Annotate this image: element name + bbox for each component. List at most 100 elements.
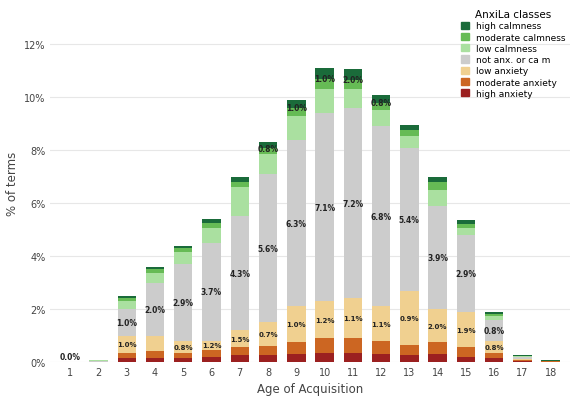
Bar [372, 103, 391, 111]
Bar [513, 355, 532, 356]
Bar [457, 357, 475, 362]
Bar [146, 352, 164, 358]
Text: 0.8%: 0.8% [257, 144, 279, 153]
Bar [429, 354, 447, 362]
Text: 1.1%: 1.1% [372, 321, 391, 327]
Bar [344, 109, 362, 299]
Bar [344, 338, 362, 353]
Bar [429, 190, 447, 206]
Text: 0.8%: 0.8% [173, 344, 193, 350]
Legend: high calmness, moderate calmness, low calmness, not anx. or ca m, low anxiety, m: high calmness, moderate calmness, low ca… [457, 6, 570, 102]
Text: 1.9%: 1.9% [456, 327, 476, 333]
Text: 6.3%: 6.3% [286, 219, 307, 228]
Bar [513, 357, 532, 358]
Bar [174, 264, 192, 341]
Text: 2.0%: 2.0% [428, 323, 448, 329]
Bar [259, 356, 277, 362]
Bar [316, 114, 334, 302]
Bar [372, 95, 391, 103]
Bar [202, 243, 221, 341]
Bar [259, 148, 277, 155]
Text: 5.6%: 5.6% [257, 244, 279, 253]
Bar [118, 309, 136, 336]
Bar [118, 299, 136, 302]
Bar [344, 81, 362, 90]
Bar [372, 127, 391, 307]
Bar [118, 302, 136, 309]
Bar [89, 361, 108, 362]
X-axis label: Age of Acquisition: Age of Acquisition [257, 383, 363, 395]
Bar [174, 253, 192, 264]
Text: 1.0%: 1.0% [314, 75, 335, 84]
Bar [259, 174, 277, 322]
Bar [457, 348, 475, 357]
Bar [287, 342, 305, 354]
Text: 0.8%: 0.8% [370, 99, 392, 108]
Text: 0.9%: 0.9% [400, 315, 419, 321]
Bar [287, 116, 305, 140]
Bar [485, 314, 503, 317]
Text: 5.4%: 5.4% [399, 215, 420, 224]
Bar [457, 221, 475, 225]
Bar [174, 341, 192, 353]
Bar [230, 348, 249, 356]
Bar [287, 140, 305, 307]
Bar [287, 109, 305, 116]
Bar [429, 206, 447, 309]
Bar [372, 354, 391, 362]
Text: 1.1%: 1.1% [343, 316, 363, 322]
Bar [118, 358, 136, 362]
Bar [513, 356, 532, 357]
Bar [485, 317, 503, 320]
Bar [146, 273, 164, 283]
Bar [400, 126, 419, 131]
Bar [316, 302, 334, 338]
Bar [485, 358, 503, 362]
Text: 7.2%: 7.2% [342, 199, 363, 208]
Bar [372, 111, 391, 127]
Bar [230, 182, 249, 188]
Bar [259, 322, 277, 346]
Text: 1.0%: 1.0% [286, 322, 306, 328]
Bar [202, 357, 221, 362]
Text: 0.7%: 0.7% [258, 331, 278, 337]
Bar [316, 90, 334, 114]
Bar [457, 229, 475, 235]
Bar [429, 177, 447, 183]
Bar [457, 235, 475, 312]
Text: 2.9%: 2.9% [173, 298, 194, 307]
Text: 2.9%: 2.9% [456, 269, 476, 278]
Bar [344, 353, 362, 362]
Text: 4.3%: 4.3% [229, 269, 251, 278]
Bar [429, 309, 447, 342]
Bar [344, 90, 362, 109]
Bar [429, 342, 447, 354]
Bar [174, 358, 192, 362]
Text: 0.0%: 0.0% [60, 352, 81, 361]
Text: 2.0%: 2.0% [145, 305, 165, 314]
Bar [230, 188, 249, 217]
Text: 1.0%: 1.0% [117, 341, 137, 347]
Bar [400, 291, 419, 345]
Text: 1.2%: 1.2% [315, 317, 334, 323]
Bar [485, 320, 503, 341]
Bar [400, 131, 419, 136]
Bar [400, 356, 419, 362]
Bar [146, 270, 164, 273]
Bar [118, 296, 136, 299]
Bar [400, 148, 419, 291]
Bar [174, 246, 192, 249]
Bar [287, 307, 305, 342]
Text: 6.8%: 6.8% [370, 213, 392, 221]
Bar [230, 356, 249, 362]
Bar [372, 341, 391, 354]
Bar [316, 69, 334, 79]
Bar [89, 360, 108, 361]
Bar [230, 177, 249, 182]
Bar [457, 225, 475, 229]
Bar [287, 354, 305, 362]
Text: 7.1%: 7.1% [314, 203, 335, 212]
Bar [344, 299, 362, 338]
Bar [287, 101, 305, 109]
Bar [146, 358, 164, 362]
